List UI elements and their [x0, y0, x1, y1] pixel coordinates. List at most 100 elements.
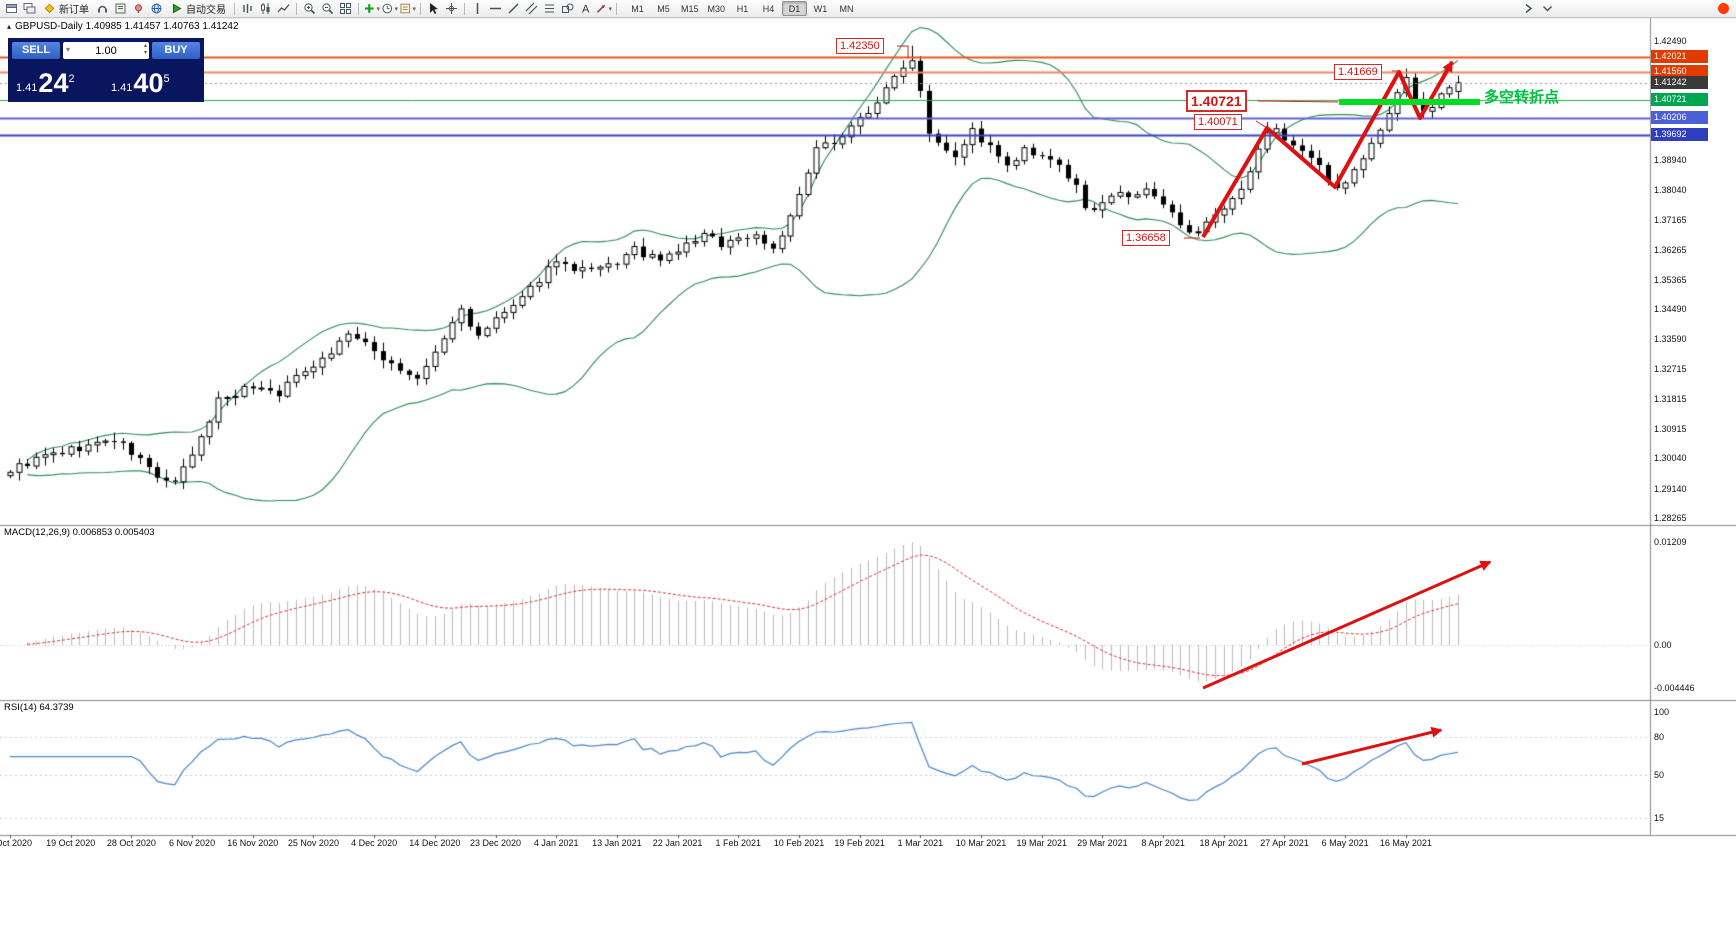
- fibonacci-icon[interactable]: [541, 1, 558, 16]
- chart-shift-icon[interactable]: [1520, 1, 1537, 16]
- date-tick: 1 Mar 2021: [897, 838, 944, 848]
- price-tag: 1.41242: [1651, 75, 1708, 89]
- indicators-icon-caret[interactable]: ▾: [376, 5, 380, 13]
- timeframe-m5[interactable]: M5: [657, 3, 670, 14]
- date-tick: 13 Jan 2021: [592, 838, 642, 848]
- date-tick: 8 Apr 2021: [1141, 838, 1185, 848]
- zoom-out-icon[interactable]: [319, 1, 336, 16]
- timeframe-h4[interactable]: H4: [762, 3, 775, 14]
- zoom-in-icon[interactable]: [301, 1, 318, 16]
- vertical-line-icon[interactable]: [469, 1, 486, 16]
- shapes-icon[interactable]: [559, 1, 576, 16]
- date-tick: 29 Mar 2021: [1077, 838, 1128, 848]
- web-terminal-icon[interactable]: [148, 1, 165, 16]
- date-tick: 4 Jan 2021: [533, 838, 579, 848]
- ask-big-digits: 40: [133, 68, 164, 98]
- crosshair-icon[interactable]: [443, 1, 460, 16]
- price-callout: 1.40071: [1194, 114, 1242, 130]
- tile-windows-icon[interactable]: [337, 1, 354, 16]
- date-tick: 19 Feb 2021: [834, 838, 885, 848]
- price-tick: 1.29140: [1654, 483, 1687, 494]
- volume-up-icon[interactable]: ▴: [143, 43, 147, 49]
- timeframe-d1[interactable]: D1: [782, 1, 808, 16]
- indicators-icon[interactable]: ▾: [363, 1, 380, 16]
- price-tag: 1.40206: [1651, 110, 1708, 124]
- volume-down-icon[interactable]: ▾: [143, 50, 147, 56]
- date-tick: 9 Oct 2020: [0, 838, 33, 848]
- timeframe-mn[interactable]: MN: [839, 3, 854, 14]
- price-tag: 1.41560: [1651, 65, 1708, 79]
- price-tick: 1.42490: [1654, 36, 1687, 46]
- ask-quote[interactable]: 1.41 40 5: [107, 62, 200, 98]
- autotrading-button[interactable]: 自动交易: [166, 1, 230, 16]
- bar-chart-type-icon[interactable]: [239, 1, 256, 16]
- volume-input[interactable]: ▾ 1.00 ▴ ▾: [63, 42, 149, 59]
- price-tick: 1.32715: [1654, 363, 1687, 374]
- toolbar-separator: [234, 2, 235, 15]
- notification-dot[interactable]: [1718, 3, 1729, 14]
- macd-tick: 0.00: [1654, 640, 1672, 650]
- line-chart-type-icon[interactable]: [275, 1, 292, 16]
- price-tag: 1.39692: [1651, 127, 1708, 141]
- buy-button[interactable]: BUY: [152, 42, 200, 59]
- candle-chart-type-icon[interactable]: [257, 1, 274, 16]
- templates-icon-caret[interactable]: ▾: [412, 5, 416, 13]
- bid-quote[interactable]: 1.41 24 2: [12, 62, 105, 98]
- sell-button[interactable]: SELL: [12, 42, 60, 59]
- date-tick: 25 Nov 2020: [287, 838, 339, 848]
- horizontal-line-icon[interactable]: [487, 1, 504, 16]
- date-tick: 19 Oct 2020: [46, 838, 96, 848]
- date-tick: 28 Oct 2020: [106, 838, 156, 848]
- price-tick: 1.34490: [1654, 304, 1687, 315]
- arrow-objects-icon-caret[interactable]: ▾: [608, 5, 612, 13]
- rsi-tick: 80: [1654, 732, 1665, 742]
- trendline-icon[interactable]: [505, 1, 522, 16]
- timeframe-m30[interactable]: M30: [707, 3, 726, 14]
- timeframe-w1[interactable]: W1: [813, 3, 828, 14]
- date-tick: 16 Nov 2020: [227, 838, 279, 848]
- timeframe-m15[interactable]: M15: [681, 3, 699, 14]
- price-tick: 1.36265: [1654, 244, 1687, 255]
- date-tick: 4 Dec 2020: [351, 838, 398, 848]
- timeframe-m1[interactable]: M1: [631, 3, 644, 14]
- date-tick: 10 Mar 2021: [955, 838, 1007, 848]
- alerts-icon[interactable]: [130, 1, 147, 16]
- timeframe-group: M1 M5 M15 M30 H1 H4 D1 W1 MN: [625, 1, 859, 16]
- bid-prefix: 1.41: [16, 82, 38, 94]
- macd-tick: 0.01209: [1654, 537, 1687, 547]
- sound-icon[interactable]: [94, 1, 111, 16]
- date-tick: 10 Feb 2021: [773, 838, 825, 848]
- history-center-icon[interactable]: [112, 1, 129, 16]
- bid-big-digits: 24: [38, 68, 69, 98]
- ask-prefix: 1.41: [111, 82, 133, 94]
- new-order-button-label: 新订单: [59, 5, 89, 16]
- volume-dropdown-icon[interactable]: ▾: [66, 45, 71, 54]
- one-click-trading-panel: SELL ▾ 1.00 ▴ ▾ BUY 1.41 24 2 1.41 40 5: [8, 38, 204, 102]
- price-callout: 1.40721: [1186, 90, 1247, 112]
- toolbar-separator: [420, 2, 421, 15]
- new-order-button[interactable]: 新订单: [39, 1, 93, 16]
- price-tick: 1.30915: [1654, 424, 1687, 435]
- auto-scroll-icon[interactable]: [1539, 1, 1556, 16]
- periods-icon[interactable]: ▾: [381, 1, 398, 16]
- arrow-objects-icon[interactable]: ▾: [595, 1, 612, 16]
- timeframe-h1[interactable]: H1: [736, 3, 749, 14]
- text-label-icon[interactable]: A: [577, 1, 594, 16]
- rsi-tick: 50: [1654, 769, 1665, 780]
- bid-sup-digit: 2: [68, 73, 75, 85]
- turning-point-note: 多空转折点: [1484, 89, 1560, 106]
- date-tick: 1 Feb 2021: [715, 838, 762, 848]
- periods-icon-caret[interactable]: ▾: [394, 5, 398, 13]
- channel-icon[interactable]: [523, 1, 540, 16]
- new-chart-icon[interactable]: [3, 1, 20, 16]
- cursor-icon[interactable]: [425, 1, 442, 16]
- templates-icon[interactable]: ▾: [399, 1, 416, 16]
- symbol-header: ▴ GBPUSD-Daily 1.40985 1.41457 1.40763 1…: [7, 21, 239, 32]
- price-tick: 1.38940: [1654, 155, 1687, 166]
- date-tick: 14 Dec 2020: [409, 838, 461, 848]
- profiles-icon[interactable]: [21, 1, 38, 16]
- svg-text:A: A: [582, 4, 590, 16]
- collapse-icon[interactable]: ▴: [7, 22, 12, 31]
